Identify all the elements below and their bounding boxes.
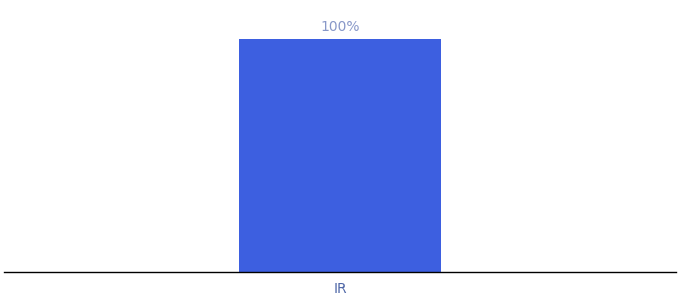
Text: 100%: 100% [320,20,360,34]
Bar [239,39,441,272]
